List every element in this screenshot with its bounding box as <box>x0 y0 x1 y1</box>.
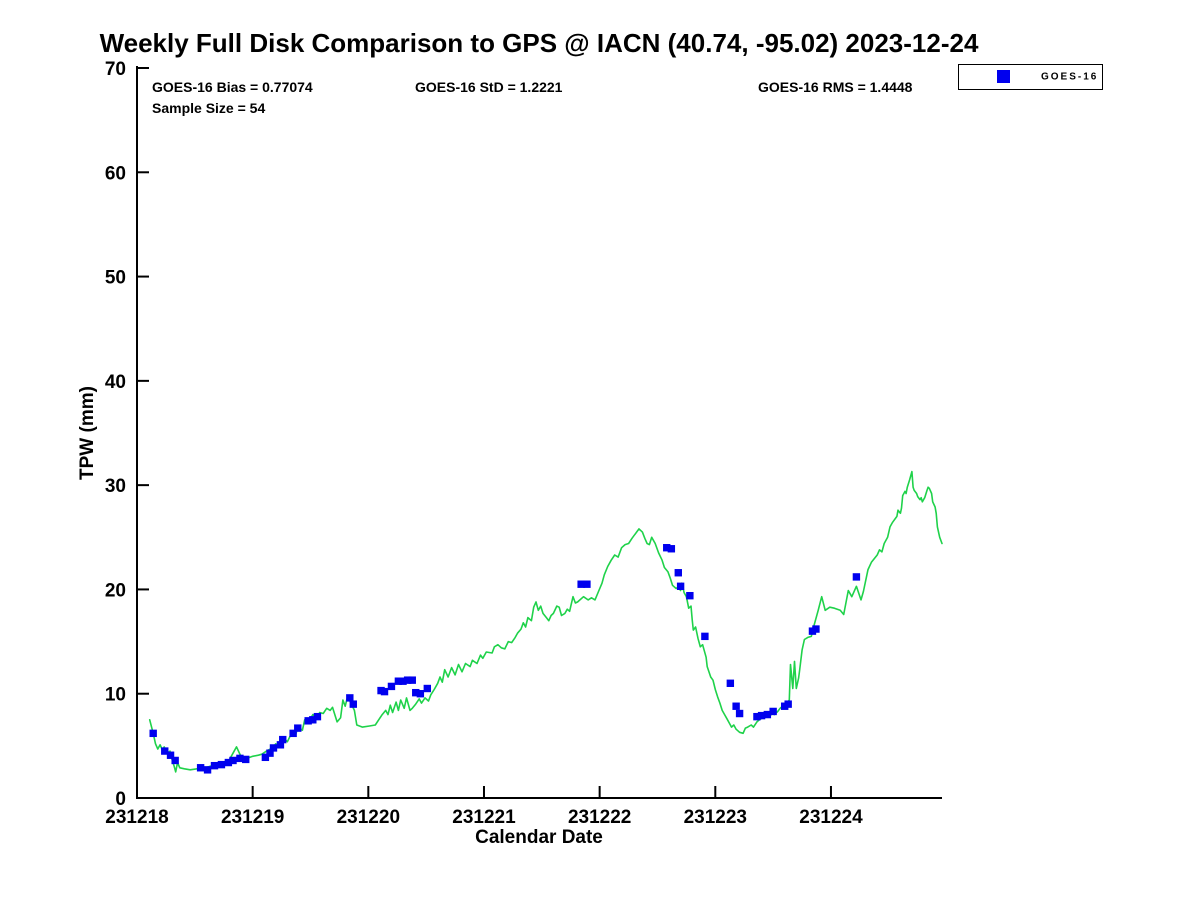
stat-rms: GOES-16 RMS = 1.4448 <box>758 79 913 95</box>
goes16-data-marker <box>674 569 682 577</box>
goes16-data-marker <box>276 741 285 749</box>
goes16-data-marker <box>171 756 179 765</box>
goes16-data-marker <box>784 700 792 708</box>
goes16-data-marker <box>289 729 297 738</box>
goes16-data-marker <box>753 712 761 721</box>
y-tick-label: 40 <box>105 372 126 393</box>
goes16-data-marker <box>852 573 861 581</box>
goes16-data-marker <box>686 591 694 600</box>
x-tick-label: 231218 <box>105 807 168 828</box>
goes16-data-marker <box>757 711 766 720</box>
stat-sample-size: Sample Size = 54 <box>152 100 266 116</box>
goes16-data-marker <box>812 625 820 633</box>
stat-bias: GOES-16 Bias = 0.77074 <box>152 79 313 95</box>
gps-line-series <box>148 470 943 773</box>
goes16-data-marker <box>196 764 205 772</box>
goes16-data-marker <box>217 760 226 769</box>
goes16-data-marker <box>346 694 354 702</box>
goes16-data-marker <box>309 716 317 724</box>
y-tick-label: 50 <box>105 268 126 289</box>
goes16-data-marker <box>304 717 312 725</box>
goes16-data-marker <box>701 632 709 641</box>
x-axis-label: Calendar Date <box>475 827 603 848</box>
goes16-data-marker <box>161 747 169 755</box>
goes16-data-marker <box>294 724 302 732</box>
x-tick-label: 231224 <box>799 807 863 828</box>
stat-std: GOES-16 StD = 1.2221 <box>415 79 563 95</box>
y-tick-label: 20 <box>105 580 126 601</box>
goes16-data-marker <box>394 677 403 685</box>
goes16-data-marker <box>210 761 219 770</box>
goes16-data-marker <box>166 751 175 759</box>
goes16-data-marker <box>663 544 671 552</box>
y-tick-label: 0 <box>115 789 126 810</box>
x-tick-label: 231221 <box>452 807 516 828</box>
y-tick-label: 60 <box>105 163 126 184</box>
goes16-data-marker <box>667 545 676 553</box>
goes16-data-marker <box>266 749 274 757</box>
goes16-data-marker <box>408 676 416 684</box>
goes16-data-marker <box>224 758 233 767</box>
legend: GOES-16 <box>958 64 1103 90</box>
goes16-data-marker <box>203 766 212 774</box>
legend-square-marker-icon <box>997 70 1010 83</box>
goes16-data-marker <box>763 710 772 719</box>
goes16-data-marker <box>577 580 585 588</box>
x-tick-label: 231219 <box>221 807 284 828</box>
legend-label: GOES-16 <box>1041 71 1099 83</box>
goes16-data-marker <box>735 709 744 718</box>
goes16-data-marker <box>236 754 244 763</box>
goes16-data-marker <box>269 744 278 752</box>
goes16-data-marker <box>403 676 412 684</box>
y-tick-label: 70 <box>105 59 126 80</box>
figure-title: Weekly Full Disk Comparison to GPS @ IAC… <box>99 28 979 58</box>
goes16-data-marker <box>242 755 250 764</box>
goes16-data-marker <box>313 712 322 721</box>
goes16-data-marker <box>423 684 432 693</box>
goes16-data-marker <box>399 677 407 685</box>
goes16-data-marker <box>149 729 157 738</box>
goes16-data-marker <box>261 753 270 762</box>
goes16-data-marker <box>769 707 777 716</box>
goes16-data-marker <box>416 690 425 698</box>
x-tick-label: 231223 <box>684 807 747 828</box>
x-tick-label: 231222 <box>568 807 631 828</box>
goes16-data-marker <box>279 735 287 744</box>
goes16-data-marker <box>676 582 685 590</box>
goes16-data-marker <box>380 687 389 696</box>
goes16-data-marker <box>412 688 420 697</box>
y-tick-label: 30 <box>105 476 126 497</box>
goes16-data-marker <box>229 756 237 765</box>
y-tick-label: 10 <box>105 685 126 706</box>
goes16-data-marker <box>387 682 396 691</box>
goes16-data-marker <box>583 580 591 588</box>
goes16-data-marker <box>726 679 735 687</box>
goes16-data-marker <box>732 702 740 710</box>
goes16-data-marker <box>349 700 357 708</box>
x-tick-label: 231220 <box>337 807 400 828</box>
